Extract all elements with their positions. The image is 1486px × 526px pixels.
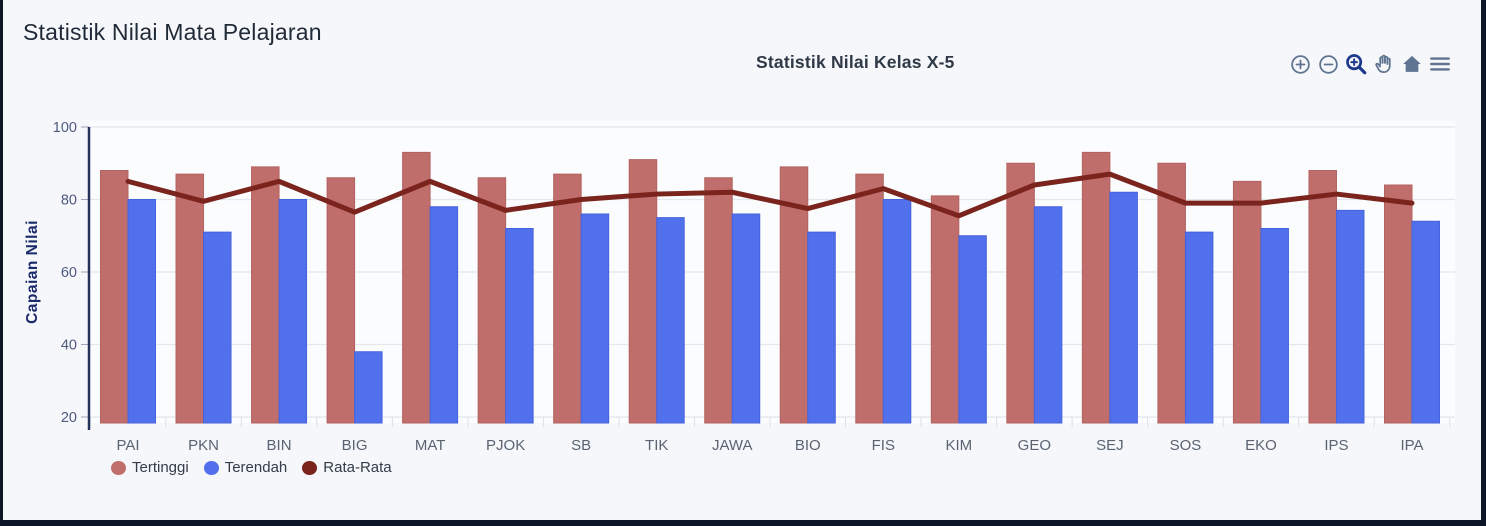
x-category-label-TIK: TIK	[645, 437, 668, 454]
legend-marker-tertinggi	[111, 460, 126, 475]
chart-legend: Tertinggi Terendah Rata-Rata	[111, 459, 392, 476]
x-category-label-KIM: KIM	[945, 437, 972, 454]
bar-terendah-PJOK[interactable]	[505, 228, 534, 424]
line-rata-rata	[125, 171, 1415, 219]
legend-marker-rata-rata	[302, 460, 318, 475]
bar-tertinggi-IPS[interactable]	[1308, 170, 1337, 424]
y-axis-title: Capaian Nilai	[24, 220, 41, 324]
x-category-label-SB: SB	[571, 437, 591, 454]
bar-tertinggi-SOS[interactable]	[1157, 162, 1186, 424]
bar-terendah-IPS[interactable]	[1335, 209, 1365, 424]
page-title: Statistik Nilai Mata Pelajaran	[23, 19, 322, 45]
x-category-label-BIO: BIO	[795, 437, 821, 454]
bar-terendah-GEO[interactable]	[1033, 206, 1063, 424]
pan-hand-icon[interactable]	[1371, 51, 1397, 77]
bar-tertinggi-PKN[interactable]	[175, 173, 205, 424]
legend-marker-terendah	[203, 460, 219, 475]
bar-tertinggi-EKO[interactable]	[1232, 180, 1262, 424]
bar-tertinggi-JAWA[interactable]	[704, 177, 733, 424]
bar-terendah-BIO[interactable]	[807, 231, 836, 424]
bar-tertinggi-IPA[interactable]	[1384, 184, 1413, 424]
bar-tertinggi-SB[interactable]	[553, 173, 582, 424]
chart-container: Statistik Nilai Kelas X-5	[3, 0, 1481, 520]
bar-tertinggi-TIK[interactable]	[628, 159, 658, 424]
bar-tertinggi-BIN[interactable]	[251, 166, 280, 424]
page: Statistik Nilai Mata Pelajaran Statistik…	[3, 0, 1481, 520]
bar-terendah-BIN[interactable]	[278, 199, 308, 424]
bar-terendah-JAWA[interactable]	[731, 213, 761, 424]
x-category-label-PAI: PAI	[116, 437, 139, 454]
zoom-in-icon[interactable]	[1287, 51, 1313, 77]
bar-terendah-SEJ[interactable]	[1109, 191, 1138, 424]
x-category-label-SOS: SOS	[1170, 437, 1202, 454]
bar-terendah-EKO[interactable]	[1260, 228, 1289, 424]
bar-tertinggi-FIS[interactable]	[855, 173, 884, 424]
x-category-label-EKO: EKO	[1245, 437, 1277, 454]
y-tick-label-100: 100	[53, 120, 77, 136]
bar-tertinggi-GEO[interactable]	[1006, 162, 1035, 424]
x-category-label-BIN: BIN	[267, 437, 292, 454]
bar-terendah-MAT[interactable]	[429, 206, 459, 424]
bar-tertinggi-PJOK[interactable]	[477, 177, 507, 424]
bar-terendah-FIS[interactable]	[882, 199, 912, 424]
bar-terendah-PAI[interactable]	[127, 199, 156, 424]
bar-tertinggi-SEJ[interactable]	[1081, 151, 1111, 424]
bar-tertinggi-KIM[interactable]	[930, 195, 960, 424]
bar-terendah-TIK[interactable]	[656, 217, 685, 424]
chart-title: Statistik Nilai Kelas X-5	[756, 52, 955, 72]
bar-terendah-PKN[interactable]	[203, 231, 232, 424]
x-category-label-IPS: IPS	[1324, 437, 1348, 454]
bar-terendah-KIM[interactable]	[958, 235, 987, 424]
chart-plot: 20 40 60 80 100 Capaian Nilai PAI PKN BIN BIG MAT P…	[24, 120, 1455, 454]
bar-terendah-IPA[interactable]	[1411, 220, 1440, 424]
x-category-label-BIG: BIG	[342, 437, 368, 454]
y-tick-label-40: 40	[61, 338, 77, 354]
bar-terendah-BIG[interactable]	[354, 351, 383, 424]
x-category-label-IPA: IPA	[1400, 437, 1423, 454]
reset-home-icon[interactable]	[1399, 51, 1425, 77]
x-category-label-GEO: GEO	[1018, 437, 1051, 454]
zoom-out-icon[interactable]	[1315, 51, 1341, 77]
box-zoom-icon[interactable]	[1343, 51, 1369, 77]
bar-tertinggi-BIG[interactable]	[326, 177, 356, 424]
legend-item-rata-rata[interactable]: Rata-Rata	[302, 459, 392, 476]
x-category-label-SEJ: SEJ	[1096, 437, 1124, 454]
menu-icon[interactable]	[1427, 51, 1453, 77]
bar-terendah-SB[interactable]	[580, 213, 610, 424]
x-category-label-JAWA: JAWA	[712, 437, 753, 454]
y-tick-label-20: 20	[61, 410, 77, 426]
y-tick-label-60: 60	[61, 265, 77, 281]
x-category-label-PJOK: PJOK	[486, 437, 525, 454]
chart-toolbar	[1287, 51, 1453, 77]
legend-label: Rata-Rata	[323, 459, 392, 476]
x-category-label-MAT: MAT	[415, 437, 446, 454]
legend-item-tertinggi[interactable]: Tertinggi	[111, 459, 189, 476]
x-category-label-FIS: FIS	[872, 437, 895, 454]
x-category-label-PKN: PKN	[188, 437, 219, 454]
legend-label: Terendah	[224, 459, 288, 476]
y-tick-label-80: 80	[61, 193, 77, 209]
legend-item-terendah[interactable]: Terendah	[203, 459, 288, 476]
legend-label: Tertinggi	[132, 459, 189, 476]
bar-terendah-SOS[interactable]	[1184, 231, 1214, 424]
bar-tertinggi-PAI[interactable]	[100, 170, 129, 424]
